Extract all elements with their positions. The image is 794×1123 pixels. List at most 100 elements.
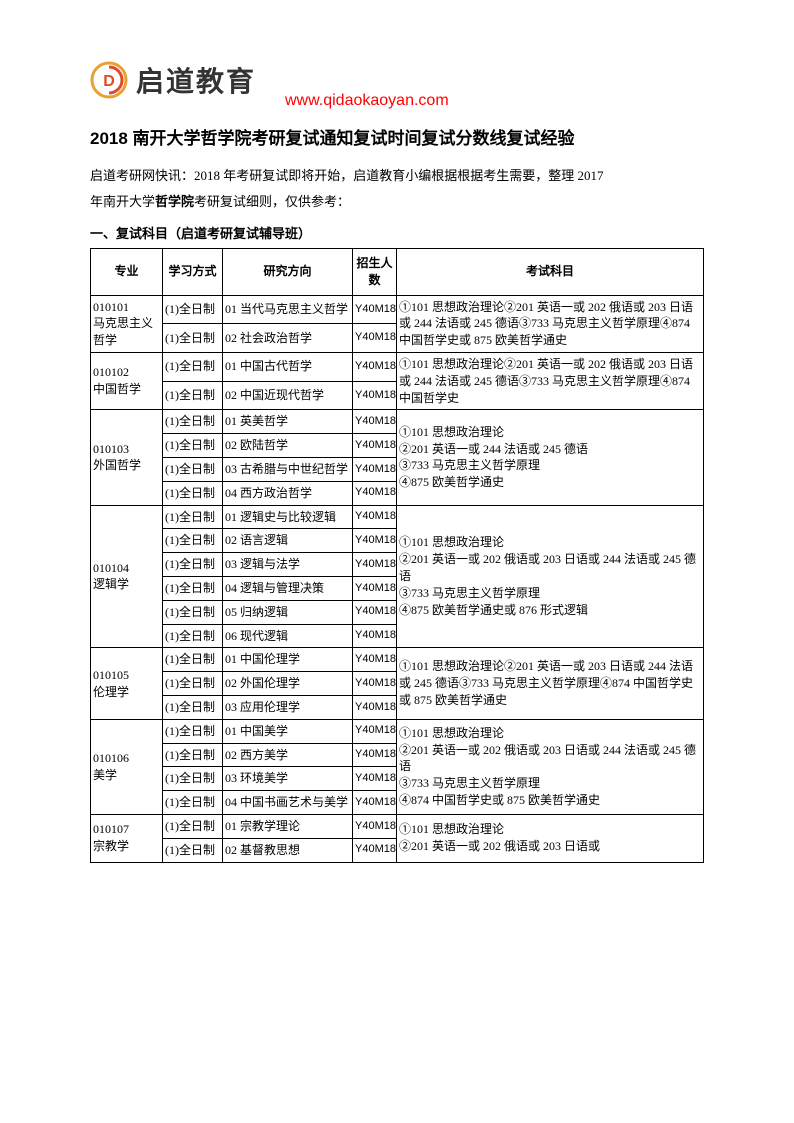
num-cell: Y40M18	[353, 695, 397, 719]
direction-cell: 04 中国书画艺术与美学	[223, 791, 353, 815]
direction-cell: 02 语言逻辑	[223, 529, 353, 553]
mode-cell: (1)全日制	[163, 695, 223, 719]
mode-cell: (1)全日制	[163, 381, 223, 410]
major-cell: 010105 伦理学	[91, 648, 163, 719]
num-cell: Y40M18	[353, 434, 397, 458]
table-row: 010104 逻辑学(1)全日制01 逻辑史与比较逻辑Y40M18①101 思想…	[91, 505, 704, 529]
mode-cell: (1)全日制	[163, 600, 223, 624]
direction-cell: 01 中国伦理学	[223, 648, 353, 672]
num-cell: Y40M18	[353, 324, 397, 353]
mode-cell: (1)全日制	[163, 457, 223, 481]
mode-cell: (1)全日制	[163, 481, 223, 505]
exam-cell: ①101 思想政治理论 ②201 英语一或 202 俄语或 203 日语或 24…	[397, 719, 704, 814]
intro-paragraph: 启道考研网快讯：2018 年考研复试即将开始，启道教育小编根据根据考生需要，整理…	[90, 163, 704, 215]
major-cell: 010102 中国哲学	[91, 352, 163, 409]
num-cell: Y40M18	[353, 576, 397, 600]
direction-cell: 03 古希腊与中世纪哲学	[223, 457, 353, 481]
table-row: 010106 美学(1)全日制01 中国美学Y40M18①101 思想政治理论 …	[91, 719, 704, 743]
num-cell: Y40M18	[353, 529, 397, 553]
table-row: 010107 宗教学(1)全日制01 宗教学理论Y40M18①101 思想政治理…	[91, 814, 704, 838]
num-cell: Y40M18	[353, 553, 397, 577]
direction-cell: 04 西方政治哲学	[223, 481, 353, 505]
major-cell: 010101 马克思主义哲学	[91, 295, 163, 352]
major-cell: 010104 逻辑学	[91, 505, 163, 648]
intro-line1: 启道考研网快讯：2018 年考研复试即将开始，启道教育小编根据根据考生需要，整理…	[90, 168, 604, 183]
direction-cell: 01 逻辑史与比较逻辑	[223, 505, 353, 529]
intro-line2a: 年南开大学	[90, 194, 155, 209]
mode-cell: (1)全日制	[163, 576, 223, 600]
direction-cell: 02 欧陆哲学	[223, 434, 353, 458]
direction-cell: 04 逻辑与管理决策	[223, 576, 353, 600]
direction-cell: 03 环境美学	[223, 767, 353, 791]
col-exam: 考试科目	[397, 249, 704, 296]
exam-cell: ①101 思想政治理论②201 英语一或 202 俄语或 203 日语或 244…	[397, 352, 704, 409]
mode-cell: (1)全日制	[163, 791, 223, 815]
exam-cell: ①101 思想政治理论 ②201 英语一或 202 俄语或 203 日语或	[397, 814, 704, 862]
mode-cell: (1)全日制	[163, 410, 223, 434]
direction-cell: 02 外国伦理学	[223, 672, 353, 696]
table-row: 010105 伦理学(1)全日制01 中国伦理学Y40M18①101 思想政治理…	[91, 648, 704, 672]
mode-cell: (1)全日制	[163, 838, 223, 862]
brand-logo-icon: D	[90, 61, 128, 99]
direction-cell: 06 现代逻辑	[223, 624, 353, 648]
mode-cell: (1)全日制	[163, 767, 223, 791]
mode-cell: (1)全日制	[163, 814, 223, 838]
direction-cell: 02 社会政治哲学	[223, 324, 353, 353]
mode-cell: (1)全日制	[163, 624, 223, 648]
col-mode: 学习方式	[163, 249, 223, 296]
exam-table: 专业 学习方式 研究方向 招生人数 考试科目 010101 马克思主义哲学(1)…	[90, 248, 704, 863]
brand-url: www.qidaokaoyan.com	[285, 92, 704, 110]
num-cell: Y40M18	[353, 743, 397, 767]
exam-cell: ①101 思想政治理论②201 英语一或 203 日语或 244 法语或 245…	[397, 648, 704, 719]
page-title: 2018 南开大学哲学院考研复试通知复试时间复试分数线复试经验	[90, 124, 704, 149]
table-row: 010102 中国哲学(1)全日制01 中国古代哲学Y40M18①101 思想政…	[91, 352, 704, 381]
num-cell: Y40M18	[353, 672, 397, 696]
section-title: 一、复试科目（启道考研复试辅导班）	[90, 223, 704, 242]
exam-cell: ①101 思想政治理论②201 英语一或 202 俄语或 203 日语或 244…	[397, 295, 704, 352]
num-cell: Y40M18	[353, 719, 397, 743]
num-cell: Y40M18	[353, 381, 397, 410]
mode-cell: (1)全日制	[163, 434, 223, 458]
mode-cell: (1)全日制	[163, 719, 223, 743]
table-header-row: 专业 学习方式 研究方向 招生人数 考试科目	[91, 249, 704, 296]
col-direction: 研究方向	[223, 249, 353, 296]
num-cell: Y40M18	[353, 624, 397, 648]
mode-cell: (1)全日制	[163, 505, 223, 529]
mode-cell: (1)全日制	[163, 529, 223, 553]
num-cell: Y40M18	[353, 410, 397, 434]
num-cell: Y40M18	[353, 505, 397, 529]
mode-cell: (1)全日制	[163, 648, 223, 672]
mode-cell: (1)全日制	[163, 672, 223, 696]
direction-cell: 01 英美哲学	[223, 410, 353, 434]
intro-line2b: 哲学院	[155, 194, 194, 209]
mode-cell: (1)全日制	[163, 295, 223, 324]
mode-cell: (1)全日制	[163, 553, 223, 577]
col-num: 招生人数	[353, 249, 397, 296]
num-cell: Y40M18	[353, 791, 397, 815]
exam-cell: ①101 思想政治理论 ②201 英语一或 202 俄语或 203 日语或 24…	[397, 505, 704, 648]
direction-cell: 02 中国近现代哲学	[223, 381, 353, 410]
num-cell: Y40M18	[353, 814, 397, 838]
brand-name: 启道教育	[136, 60, 256, 100]
mode-cell: (1)全日制	[163, 743, 223, 767]
major-cell: 010106 美学	[91, 719, 163, 814]
num-cell: Y40M18	[353, 767, 397, 791]
num-cell: Y40M18	[353, 481, 397, 505]
table-row: 010101 马克思主义哲学(1)全日制01 当代马克思主义哲学Y40M18①1…	[91, 295, 704, 324]
direction-cell: 01 当代马克思主义哲学	[223, 295, 353, 324]
direction-cell: 01 中国美学	[223, 719, 353, 743]
num-cell: Y40M18	[353, 352, 397, 381]
direction-cell: 01 中国古代哲学	[223, 352, 353, 381]
num-cell: Y40M18	[353, 600, 397, 624]
num-cell: Y40M18	[353, 648, 397, 672]
num-cell: Y40M18	[353, 457, 397, 481]
direction-cell: 03 应用伦理学	[223, 695, 353, 719]
direction-cell: 02 基督教思想	[223, 838, 353, 862]
svg-text:D: D	[103, 73, 115, 90]
table-row: 010103 外国哲学(1)全日制01 英美哲学Y40M18①101 思想政治理…	[91, 410, 704, 434]
major-cell: 010103 外国哲学	[91, 410, 163, 505]
num-cell: Y40M18	[353, 295, 397, 324]
direction-cell: 05 归纳逻辑	[223, 600, 353, 624]
num-cell: Y40M18	[353, 838, 397, 862]
exam-cell: ①101 思想政治理论 ②201 英语一或 244 法语或 245 德语 ③73…	[397, 410, 704, 505]
